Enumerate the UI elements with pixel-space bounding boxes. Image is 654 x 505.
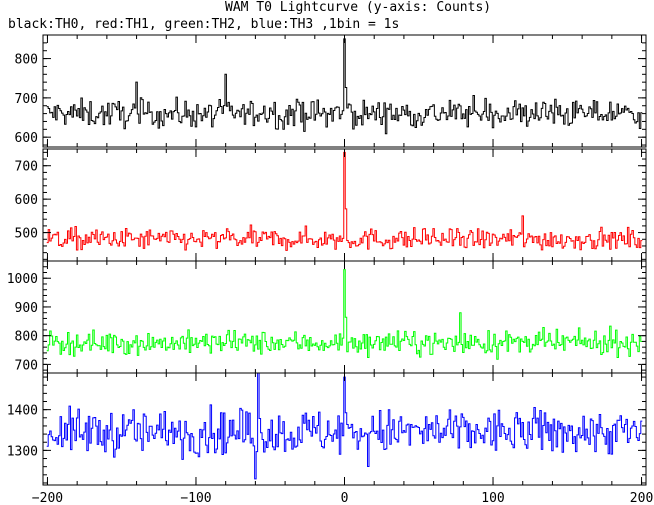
panel-frame-1 [42, 34, 647, 148]
y-tick-label-1-800: 800 [15, 53, 38, 68]
y-tick-label-3-900: 900 [15, 301, 38, 316]
series-line-panel-4 [46, 373, 643, 480]
y-tick-label-3-800: 800 [15, 330, 38, 345]
panel-frame-2 [42, 148, 647, 262]
series-line-panel-2 [46, 151, 643, 251]
x-tick-label--100: −100 [180, 491, 211, 505]
y-tick-label-3-1000: 1000 [7, 272, 38, 287]
chart-subtitle: black:TH0, red:TH1, green:TH2, blue:TH3 … [8, 17, 400, 32]
series-line-panel-3 [46, 269, 643, 360]
x-tick-label--200: −200 [32, 491, 63, 505]
series-line-panel-1 [46, 38, 643, 135]
x-tick-label-100: 100 [481, 491, 504, 505]
x-tick-label-0: 0 [341, 491, 349, 505]
y-tick-label-2-600: 600 [15, 193, 38, 208]
y-tick-label-2-500: 500 [15, 227, 38, 242]
panel-frame-4 [42, 372, 647, 486]
y-tick-label-4-1400: 1400 [7, 404, 38, 419]
y-tick-label-2-700: 700 [15, 160, 38, 175]
y-tick-label-1-600: 600 [15, 131, 38, 146]
x-tick-label-200: 200 [630, 491, 653, 505]
chart-title: WAM T0 Lightcurve (y-axis: Counts) [225, 0, 492, 15]
y-tick-label-1-700: 700 [15, 92, 38, 107]
y-tick-label-3-700: 700 [15, 358, 38, 373]
panel-frame-3 [42, 260, 647, 374]
y-tick-label-4-1300: 1300 [7, 444, 38, 459]
